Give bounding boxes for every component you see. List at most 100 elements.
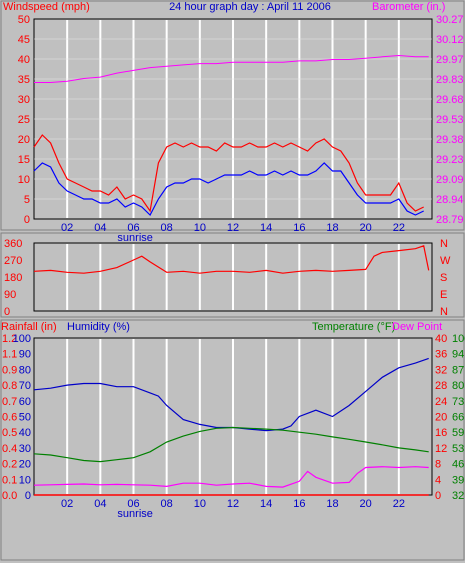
x-tick-label: 12 xyxy=(227,498,239,510)
rain-tick-label: 0.4 xyxy=(2,443,17,455)
rain-tick-label: 0.6 xyxy=(2,412,17,424)
compass-tick-label: W xyxy=(440,255,451,267)
wind-tick-label: 20 xyxy=(18,134,30,146)
dewpoint-tick-label: 32 xyxy=(452,490,464,502)
temperature-tick-label: 16 xyxy=(435,427,447,439)
direction-tick-label: 180 xyxy=(4,272,22,284)
panel-frame-bottom xyxy=(0,319,465,561)
direction-tick-label: 360 xyxy=(4,238,22,250)
x-tick-label: 04 xyxy=(94,498,106,510)
humidity-tick-label: 30 xyxy=(19,443,31,455)
barometer-tick-label: 30.27 xyxy=(436,14,464,26)
temperature-tick-label: 40 xyxy=(435,333,447,345)
humidity-tick-label: 0 xyxy=(25,490,31,502)
humidity-tick-label: 80 xyxy=(19,364,31,376)
rain-tick-label: 1.1 xyxy=(2,349,17,361)
compass-tick-label: S xyxy=(440,272,447,284)
panel-frame-top xyxy=(0,0,465,231)
x-tick-label: 22 xyxy=(393,498,405,510)
temperature-tick-label: 32 xyxy=(435,364,447,376)
x-tick-label: 14 xyxy=(260,498,272,510)
wind-tick-label: 25 xyxy=(18,114,30,126)
avg-wind-line xyxy=(33,162,424,216)
compass-tick-label: N xyxy=(440,306,448,318)
gust-line xyxy=(33,134,424,213)
temperature-tick-label: 0 xyxy=(435,490,441,502)
x-tick-label: 14 xyxy=(260,222,272,234)
temperature-tick-label: 8 xyxy=(435,459,441,471)
dewpoint-tick-label: 73 xyxy=(452,396,464,408)
temperature-line xyxy=(33,426,429,463)
direction-tick-label: 0 xyxy=(4,306,10,318)
rain-tick-label: 0.0 xyxy=(2,490,17,502)
temperature-tick-label: 4 xyxy=(435,474,441,486)
x-tick-label: 16 xyxy=(293,498,305,510)
x-tick-label: 20 xyxy=(360,498,372,510)
x-tick-label: 04 xyxy=(94,222,106,234)
dewpoint-tick-label: 80 xyxy=(452,380,464,392)
humidity-tick-label: 70 xyxy=(19,380,31,392)
right-axis-title-barometer: Barometer (in.) xyxy=(372,1,445,13)
x-tick-label: 12 xyxy=(227,222,239,234)
temperature-tick-label: 24 xyxy=(435,396,447,408)
x-tick-label: 06 xyxy=(127,222,139,234)
barometer-tick-label: 29.09 xyxy=(436,174,464,186)
x-tick-label: 18 xyxy=(326,222,338,234)
wind-tick-label: 0 xyxy=(24,214,30,226)
sunrise-label: sunrise xyxy=(117,508,152,520)
compass-tick-label: E xyxy=(440,289,447,301)
x-tick-label: 10 xyxy=(194,222,206,234)
rain-tick-label: 0.9 xyxy=(2,364,17,376)
dewpoint-tick-label: 59 xyxy=(452,427,464,439)
barometer-tick-label: 28.94 xyxy=(436,194,464,206)
wind-tick-label: 15 xyxy=(18,154,30,166)
humidity-tick-label: 10 xyxy=(19,474,31,486)
panel-frame-direction xyxy=(0,232,465,318)
x-tick-label: 08 xyxy=(161,498,173,510)
dewpoint-line xyxy=(33,466,429,488)
barometer-line xyxy=(34,54,429,83)
dewpoint-tick-label: 46 xyxy=(452,459,464,471)
barometer-tick-label: 29.53 xyxy=(436,114,464,126)
humidity-tick-label: 60 xyxy=(19,396,31,408)
x-tick-label: 20 xyxy=(360,222,372,234)
rain-tick-label: 0.2 xyxy=(2,459,17,471)
temperature-tick-label: 20 xyxy=(435,412,447,424)
temperature-tick-label: 12 xyxy=(435,443,447,455)
chart-title: 24 hour graph day : April 11 2006 xyxy=(169,1,331,13)
sunrise-label: sunrise xyxy=(117,232,152,244)
dewpoint-tick-label: 94 xyxy=(452,349,464,361)
barometer-tick-label: 28.79 xyxy=(436,214,464,226)
rain-tick-label: 0.5 xyxy=(2,427,17,439)
x-tick-label: 16 xyxy=(293,222,305,234)
wind-tick-label: 5 xyxy=(24,194,30,206)
barometer-tick-label: 29.68 xyxy=(436,94,464,106)
temperature-axis-title: Temperature (°F) xyxy=(312,321,395,333)
dewpoint-tick-label: 53 xyxy=(452,443,464,455)
temperature-tick-label: 28 xyxy=(435,380,447,392)
wind-tick-label: 40 xyxy=(18,54,30,66)
wind-tick-label: 45 xyxy=(18,34,30,46)
dewpoint-tick-label: 39 xyxy=(452,474,464,486)
x-tick-label: 08 xyxy=(161,222,173,234)
x-tick-label: 02 xyxy=(61,498,73,510)
dewpoint-axis-title: Dew Point xyxy=(392,321,442,333)
humidity-tick-label: 40 xyxy=(19,427,31,439)
rain-tick-label: 0.7 xyxy=(2,396,17,408)
x-tick-label: 18 xyxy=(326,498,338,510)
rain-tick-label: 0.1 xyxy=(2,474,17,486)
dewpoint-tick-label: 87 xyxy=(452,364,464,376)
left-axis-title-wind: Windspeed (mph) xyxy=(3,1,90,13)
wind-tick-label: 30 xyxy=(18,94,30,106)
x-tick-label: 22 xyxy=(393,222,405,234)
direction-tick-label: 270 xyxy=(4,255,22,267)
wind-tick-label: 35 xyxy=(18,74,30,86)
humidity-tick-label: 50 xyxy=(19,412,31,424)
rain-tick-label: 1.2 xyxy=(2,333,17,345)
barometer-tick-label: 29.38 xyxy=(436,134,464,146)
rainfall-axis-title: Rainfall (in) xyxy=(1,321,57,333)
direction-tick-label: 90 xyxy=(4,289,16,301)
barometer-tick-label: 29.23 xyxy=(436,154,464,166)
